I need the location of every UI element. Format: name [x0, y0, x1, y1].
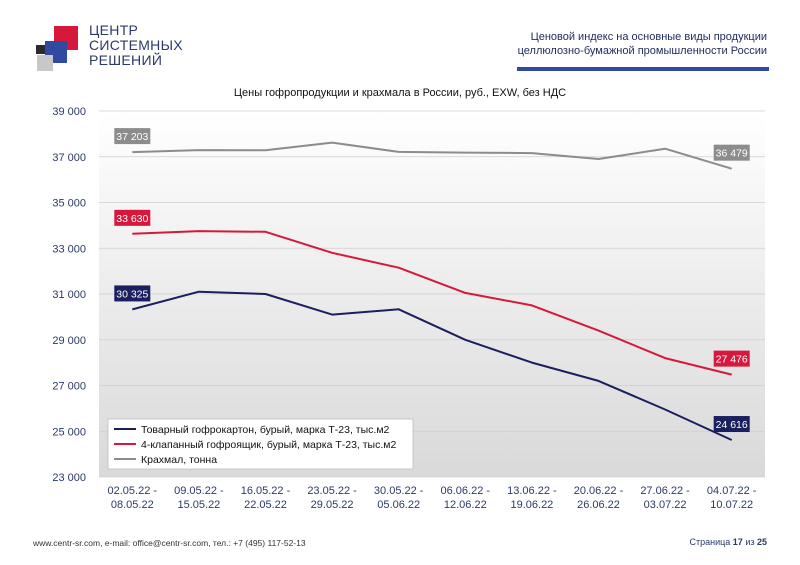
series-line-2 [132, 141, 732, 170]
y-tick-label: 23 000 [52, 472, 86, 484]
data-label-first-series-1: 33 630 [114, 209, 151, 226]
data-label-first-series-1-box [114, 209, 151, 226]
x-tick-label-line-1: 04.07.22 - [707, 485, 757, 497]
series-line-0 [132, 290, 733, 441]
data-label-last-series-1: 27 476 [713, 350, 750, 367]
data-label-last-series-0-box [713, 416, 750, 433]
legend-label-0: Товарный гофрокартон, бурый, марка Т-23,… [141, 424, 390, 436]
report-title-line-2: целлюлозно-бумажной промышленности Росси… [517, 45, 767, 57]
data-label-first-series-2-text: 37 203 [116, 131, 148, 143]
x-tick-label-line-1: 23.05.22 - [307, 485, 357, 497]
y-tick-label: 39 000 [52, 106, 86, 118]
data-label-last-series-1-text: 27 476 [716, 354, 748, 366]
series-line-1 [132, 230, 732, 376]
x-tick-label-line-1: 09.05.22 - [174, 485, 224, 497]
y-tick-label: 27 000 [52, 381, 86, 393]
header-rule [517, 67, 769, 71]
data-label-last-series-2-text: 36 479 [716, 148, 748, 160]
x-tick-label-line-1: 02.05.22 - [108, 485, 158, 497]
page-current: 17 [732, 537, 743, 547]
y-tick-label: 35 000 [52, 198, 86, 210]
data-label-first-series-0: 30 325 [114, 285, 151, 302]
chart-title: Цены гофропродукции и крахмала в России,… [233, 87, 567, 99]
y-tick-label: 29 000 [52, 335, 86, 347]
data-label-first-series-2-box [114, 128, 151, 145]
company-logo [36, 26, 78, 71]
x-tick-label-line-1: 27.06.22 - [640, 485, 690, 497]
x-tick-label-line-2: 29.05.22 [311, 499, 354, 511]
data-label-first-series-2: 37 203 [114, 128, 151, 145]
data-label-last-series-1-box [713, 350, 750, 367]
data-label-first-series-1-text: 33 630 [116, 213, 148, 225]
x-tick-label-line-1: 16.05.22 - [241, 485, 291, 497]
page-total: 25 [756, 537, 767, 547]
x-tick-label-line-1: 20.06.22 - [574, 485, 624, 497]
report-title: Ценовой индекс на основные виды продукци… [447, 30, 767, 58]
data-label-last-series-2-box [713, 144, 750, 161]
x-tick-label-line-2: 03.07.22 [644, 499, 687, 511]
legend-label-2: Крахмал, тонна [141, 454, 217, 466]
logo-wordmark: ЦЕНТР СИСТЕМНЫХ РЕШЕНИЙ [89, 23, 183, 68]
logo-line-2: СИСТЕМНЫХ [89, 37, 183, 53]
x-tick-label-line-2: 12.06.22 [444, 499, 487, 511]
page-word: Страница [689, 537, 731, 547]
logo-square-dark [36, 45, 45, 54]
x-tick-label-line-1: 30.05.22 - [374, 485, 424, 497]
footer-page-number: Страница 17 из 25 [689, 537, 767, 547]
x-tick-label-line-2: 10.07.22 [710, 499, 753, 511]
x-tick-label-line-2: 19.06.22 [510, 499, 553, 511]
logo-square-gray [37, 55, 53, 71]
data-label-last-series-2: 36 479 [713, 144, 750, 161]
logo-line-3: РЕШЕНИЙ [89, 52, 163, 68]
x-tick-label-line-2: 26.06.22 [577, 499, 620, 511]
y-tick-label: 33 000 [52, 243, 86, 255]
x-tick-label-line-2: 05.06.22 [377, 499, 420, 511]
data-label-first-series-0-box [114, 285, 151, 302]
data-label-last-series-0: 24 616 [713, 416, 750, 433]
x-tick-label-line-2: 08.05.22 [111, 499, 154, 511]
page-of: из [745, 537, 755, 547]
data-label-first-series-0-text: 30 325 [116, 288, 148, 300]
x-tick-label-line-1: 06.06.22 - [441, 485, 491, 497]
data-label-last-series-0-text: 24 616 [716, 419, 748, 431]
x-tick-label-line-1: 13.06.22 - [507, 485, 557, 497]
x-tick-label-line-2: 15.05.22 [177, 499, 220, 511]
legend-box [107, 418, 414, 470]
y-tick-label: 31 000 [52, 289, 86, 301]
footer-contacts: www.centr-sr.com, e-mail: office@centr-s… [33, 538, 306, 548]
legend-label-1: 4-клапанный гофроящик, бурый, марка Т-23… [141, 439, 396, 451]
y-tick-label: 25 000 [52, 426, 86, 438]
y-tick-label: 37 000 [52, 152, 86, 164]
report-title-line-1: Ценовой индекс на основные виды продукци… [530, 31, 767, 43]
x-tick-label-line-2: 22.05.22 [244, 499, 287, 511]
logo-line-1: ЦЕНТР [89, 22, 139, 38]
